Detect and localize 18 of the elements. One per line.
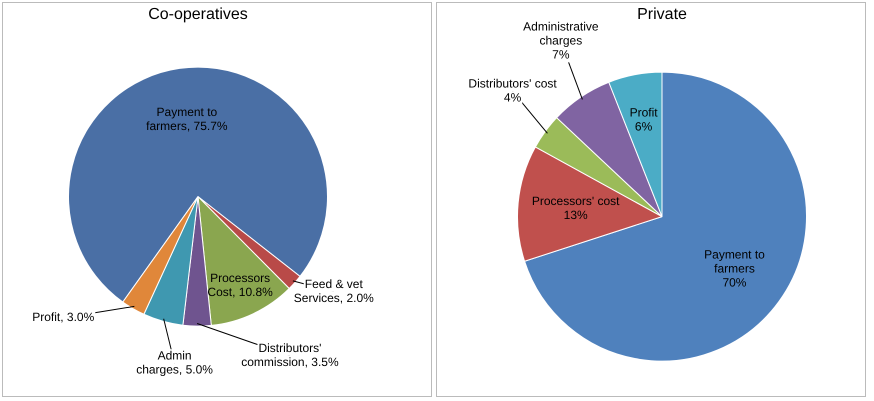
slice-label: Distributors' commission, 3.5% [241,341,339,370]
slice-label: Processors Cost, 10.8% [207,270,274,299]
data-label: 6% [634,119,653,134]
data-label: 70% [722,276,747,290]
slice-label: Distributors' cost [468,76,558,91]
slice-label: Payment to farmers, 75.7% [146,105,228,134]
slice-label: Payment to farmers [704,248,766,276]
slice-label: Profit [630,105,658,120]
slice-label: Administrative charges [523,20,599,48]
data-label: 4% [504,90,522,105]
data-label: 13% [564,208,588,222]
slice-label: Profit, 3.0% [32,310,95,324]
slice-label: Feed & vet Services, 2.0% [294,276,374,305]
slice-label: Admin charges, 5.0% [136,348,214,377]
slice-label: Processors' cost [532,194,620,208]
data-label: 7% [552,48,570,62]
chart-title: Co-operatives [148,6,248,24]
chart-title: Private [637,6,687,24]
